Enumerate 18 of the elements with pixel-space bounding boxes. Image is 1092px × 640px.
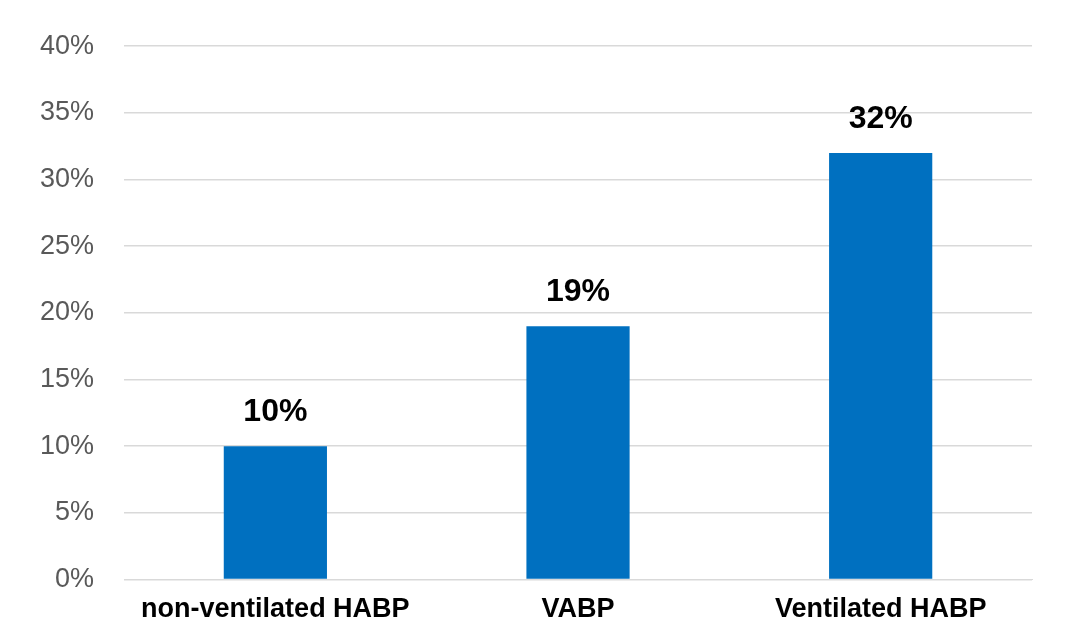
y-tick-label: 0% <box>55 563 95 594</box>
bar <box>829 152 933 579</box>
y-tick-label: 20% <box>39 296 95 327</box>
y-tick-label: 25% <box>39 229 95 260</box>
y-tick-label: 10% <box>39 429 95 460</box>
data-label: 10% <box>243 392 308 429</box>
data-label: 32% <box>848 98 913 135</box>
data-label: 19% <box>546 272 611 309</box>
x-tick-label: non-ventilated HABP <box>141 593 410 624</box>
y-tick-label: 40% <box>39 29 95 60</box>
y-tick-label: 5% <box>55 496 95 527</box>
bar <box>223 446 327 579</box>
x-tick-label: VABP <box>541 593 615 624</box>
y-tick-label: 30% <box>39 163 95 193</box>
x-tick-label: Ventilated HABP <box>774 593 987 624</box>
y-tick-label: 35% <box>39 96 95 127</box>
y-tick-label: 15% <box>39 363 95 394</box>
bar <box>526 326 630 579</box>
